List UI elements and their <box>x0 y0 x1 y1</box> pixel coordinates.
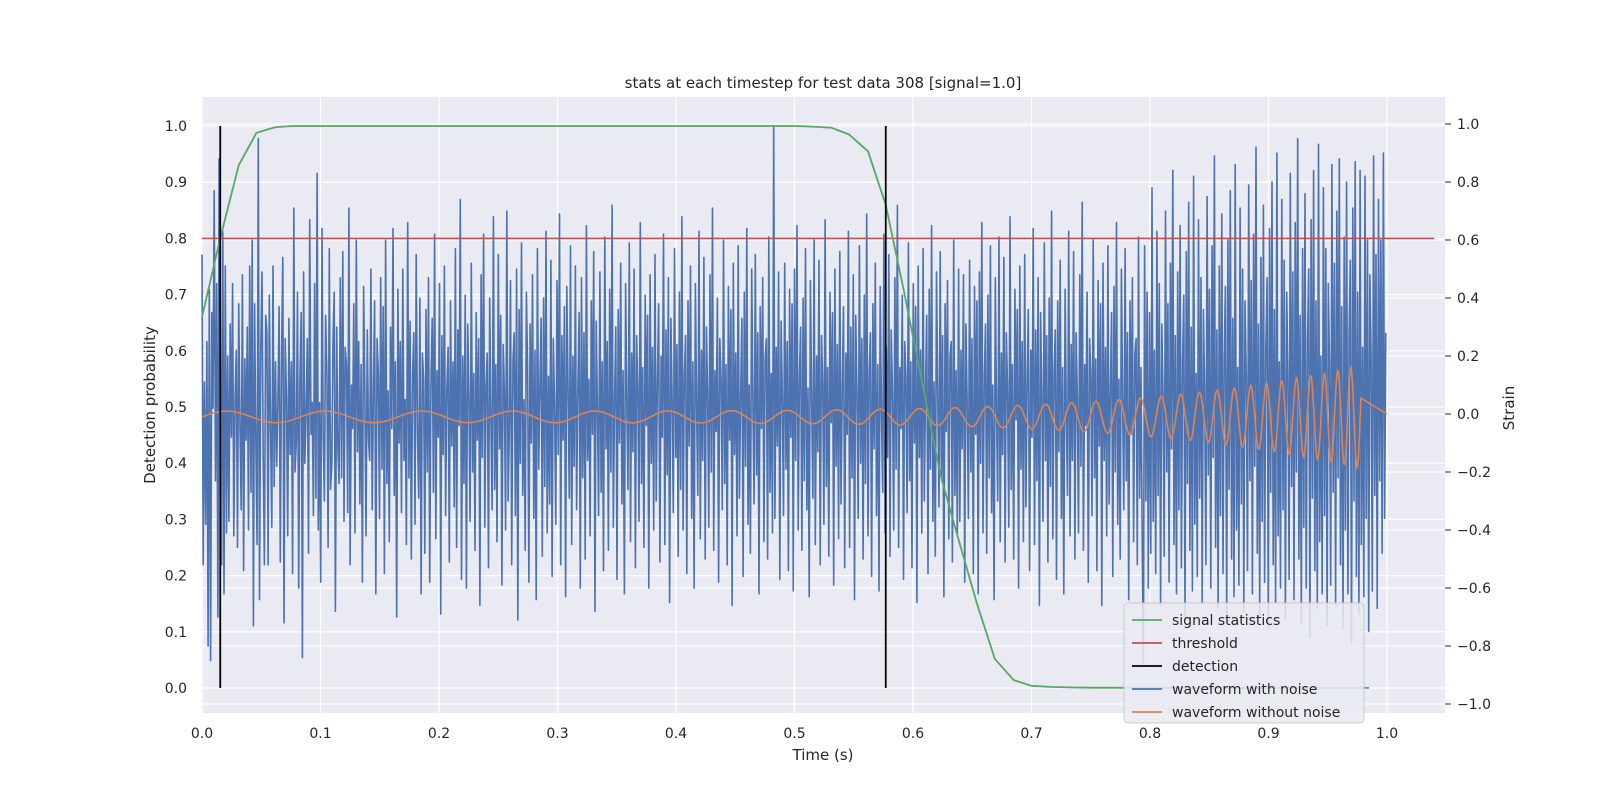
y-tick-label: 0.6 <box>165 344 187 360</box>
x-axis-label: Time (s) <box>792 746 854 764</box>
y-tick-label: 0.7 <box>165 288 187 304</box>
y2-tick-label: −0.4 <box>1457 523 1491 539</box>
legend-label: threshold <box>1172 636 1238 652</box>
legend-label: detection <box>1172 659 1238 675</box>
y2-tick-label: 0.4 <box>1457 291 1479 307</box>
y-tick-label: 0.1 <box>165 625 187 641</box>
series-waveform-without-noise <box>201 364 1388 470</box>
y2-axis-label: Strain <box>1500 386 1518 430</box>
x-tick-label: 0.0 <box>191 726 213 742</box>
x-tick-label: 0.8 <box>1139 726 1161 742</box>
axes-layer: 0.0 0.1 0.2 0.3 0.4 0.5 0.6 0.7 0.8 0.9 1.0 0.0 0.1 0… <box>165 117 1491 742</box>
series-waveform-with-noise <box>201 126 1387 665</box>
y-tick-label: 0.4 <box>165 456 187 472</box>
y2-tick-label: −0.2 <box>1457 465 1491 481</box>
legend: signal statistics threshold detection wavef… <box>1123 602 1365 724</box>
x-tick-label: 0.2 <box>428 726 450 742</box>
x-tick-label: 0.9 <box>1257 726 1279 742</box>
y2-tick-label: −1.0 <box>1457 697 1491 713</box>
x-tick-label: 0.4 <box>665 726 687 742</box>
y-tick-label: 0.8 <box>165 231 187 247</box>
y-tick-label: 1.0 <box>165 119 187 135</box>
chart-title: stats at each timestep for test data 308… <box>625 74 1022 92</box>
series-layer <box>201 125 1435 689</box>
y2-tick-label: 0.6 <box>1457 233 1479 249</box>
y2-tick-label: −0.8 <box>1457 639 1491 655</box>
y-axis-label: Detection probability <box>141 326 159 484</box>
y-tick-label: 0.5 <box>165 400 187 416</box>
y-tick-label: 0.0 <box>165 681 187 697</box>
y-tick-label: 0.3 <box>165 512 187 528</box>
x-tick-label: 0.1 <box>309 726 331 742</box>
legend-label: waveform with noise <box>1172 682 1317 698</box>
x-tick-label: 1.0 <box>1376 726 1398 742</box>
y2-tick-label: 0.8 <box>1457 175 1479 191</box>
y-tick-label: 0.9 <box>165 175 187 191</box>
legend-label: signal statistics <box>1172 613 1280 629</box>
x-tick-label: 0.5 <box>783 726 805 742</box>
x-tick-label: 0.6 <box>902 726 924 742</box>
y2-tick-label: 1.0 <box>1457 117 1479 133</box>
y2-tick-label: 0.2 <box>1457 349 1479 365</box>
x-tick-label: 0.7 <box>1020 726 1042 742</box>
y2-tick-label: 0.0 <box>1457 407 1479 423</box>
legend-label: waveform without noise <box>1172 705 1340 721</box>
legend-box <box>1123 602 1365 724</box>
x-tick-label: 0.3 <box>546 726 568 742</box>
y2-tick-label: −0.6 <box>1457 581 1491 597</box>
y-tick-label: 0.2 <box>165 569 187 585</box>
